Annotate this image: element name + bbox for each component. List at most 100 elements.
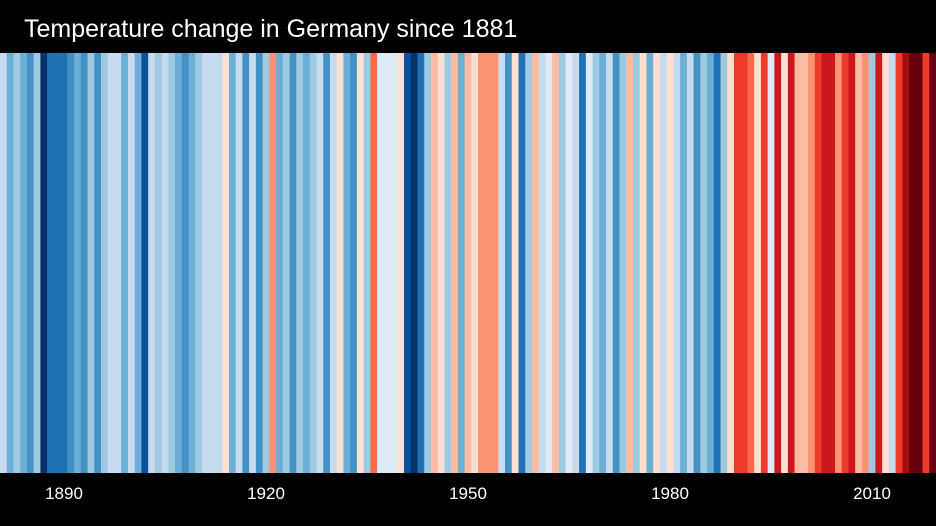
stripe-1954 xyxy=(491,53,499,473)
stripe-1993 xyxy=(754,53,762,473)
stripe-1962 xyxy=(545,53,553,473)
stripe-1931 xyxy=(336,53,345,473)
stripe-1928 xyxy=(316,53,324,473)
stripe-1896 xyxy=(101,53,109,473)
stripe-1939 xyxy=(390,53,398,473)
stripe-1913 xyxy=(215,53,223,473)
stripe-2017 xyxy=(915,53,924,473)
stripe-1895 xyxy=(94,53,102,473)
stripe-2000 xyxy=(801,53,809,473)
stripe-2015 xyxy=(902,53,910,473)
stripe-1976 xyxy=(639,53,648,473)
stripe-1979 xyxy=(659,53,668,473)
stripe-1964 xyxy=(558,53,567,473)
stripe-1883 xyxy=(13,53,21,473)
x-tick-label: 1950 xyxy=(449,484,487,503)
stripe-2012 xyxy=(882,53,890,473)
stripe-1909 xyxy=(188,53,196,473)
stripe-1938 xyxy=(383,53,392,473)
stripe-1930 xyxy=(329,53,338,473)
stripe-1961 xyxy=(538,53,547,473)
stripe-1881 xyxy=(0,53,8,473)
stripe-1900 xyxy=(127,53,136,473)
stripe-1890 xyxy=(60,53,68,473)
stripe-1987 xyxy=(713,53,722,473)
stripe-2006 xyxy=(841,53,850,473)
stripe-1917 xyxy=(242,53,250,473)
stripe-1934 xyxy=(356,53,365,473)
x-tick-label: 1890 xyxy=(45,484,83,503)
stripe-1945 xyxy=(430,53,439,473)
stripe-2004 xyxy=(828,53,836,473)
stripe-1972 xyxy=(612,53,621,473)
stripe-1946 xyxy=(437,53,446,473)
stripe-1980 xyxy=(666,53,674,473)
stripe-1986 xyxy=(707,53,715,473)
stripe-1921 xyxy=(269,53,277,473)
stripe-1916 xyxy=(235,53,244,473)
stripe-1925 xyxy=(296,53,304,473)
stripe-2016 xyxy=(909,53,917,473)
stripe-1924 xyxy=(289,53,297,473)
stripe-2008 xyxy=(855,53,863,473)
stripe-1907 xyxy=(175,53,183,473)
stripe-1973 xyxy=(619,53,627,473)
stripe-1947 xyxy=(444,53,452,473)
stripe-2005 xyxy=(834,53,843,473)
stripe-1888 xyxy=(47,53,55,473)
stripe-1892 xyxy=(74,53,82,473)
stripe-1974 xyxy=(626,53,634,473)
stripe-1981 xyxy=(673,53,681,473)
stripe-1975 xyxy=(632,53,641,473)
stripe-1932 xyxy=(343,53,351,473)
stripe-1969 xyxy=(592,53,600,473)
stripe-1970 xyxy=(599,53,607,473)
stripe-1943 xyxy=(417,53,425,473)
stripe-1904 xyxy=(154,53,163,473)
stripe-1988 xyxy=(720,53,728,473)
x-tick-label: 1980 xyxy=(651,484,689,503)
stripe-2019 xyxy=(929,53,936,473)
stripe-1887 xyxy=(40,53,48,473)
stripe-1911 xyxy=(202,53,210,473)
stripe-1912 xyxy=(208,53,217,473)
stripe-1966 xyxy=(572,53,580,473)
stripe-1885 xyxy=(26,53,35,473)
stripe-1984 xyxy=(693,53,701,473)
stripe-1893 xyxy=(80,53,89,473)
stripe-1965 xyxy=(565,53,573,473)
stripe-1919 xyxy=(255,53,264,473)
stripe-1914 xyxy=(222,53,230,473)
stripe-1967 xyxy=(579,53,587,473)
stripe-1915 xyxy=(228,53,237,473)
stripe-1897 xyxy=(107,53,116,473)
stripe-1935 xyxy=(363,53,371,473)
stripe-1923 xyxy=(282,53,291,473)
stripe-2018 xyxy=(922,53,930,473)
stripe-2009 xyxy=(861,53,870,473)
stripe-1918 xyxy=(249,53,257,473)
stripe-1982 xyxy=(680,53,688,473)
stripe-1886 xyxy=(33,53,42,473)
stripe-1948 xyxy=(451,53,459,473)
stripe-1920 xyxy=(262,53,270,473)
stripe-2007 xyxy=(848,53,856,473)
stripe-1949 xyxy=(457,53,466,473)
stripe-1992 xyxy=(747,53,755,473)
stripe-1963 xyxy=(552,53,560,473)
stripe-2001 xyxy=(808,53,816,473)
stripe-2010 xyxy=(868,53,876,473)
stripe-1999 xyxy=(794,53,802,473)
stripe-1905 xyxy=(161,53,169,473)
stripe-1952 xyxy=(478,53,486,473)
stripe-1944 xyxy=(424,53,432,473)
stripe-1927 xyxy=(309,53,318,473)
stripe-2003 xyxy=(821,53,829,473)
stripe-2011 xyxy=(875,53,883,473)
stripe-1906 xyxy=(168,53,176,473)
x-tick-label: 1920 xyxy=(247,484,285,503)
stripe-1882 xyxy=(6,53,15,473)
stripe-1933 xyxy=(350,53,358,473)
stripe-1941 xyxy=(404,53,412,473)
stripe-1958 xyxy=(518,53,526,473)
